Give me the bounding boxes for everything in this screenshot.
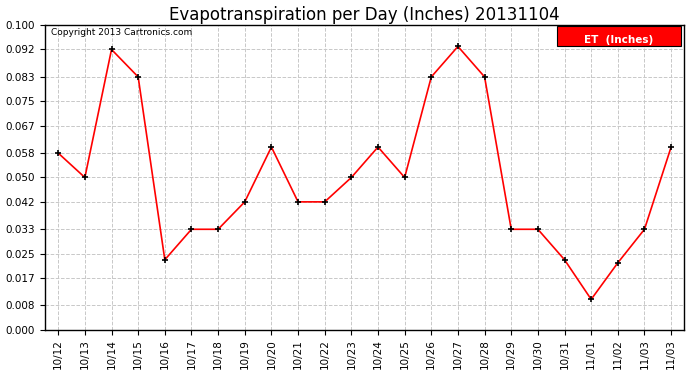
Text: Copyright 2013 Cartronics.com: Copyright 2013 Cartronics.com <box>51 28 193 37</box>
Title: Evapotranspiration per Day (Inches) 20131104: Evapotranspiration per Day (Inches) 2013… <box>169 6 560 24</box>
FancyBboxPatch shape <box>557 26 681 46</box>
Text: ET  (Inches): ET (Inches) <box>584 36 653 45</box>
